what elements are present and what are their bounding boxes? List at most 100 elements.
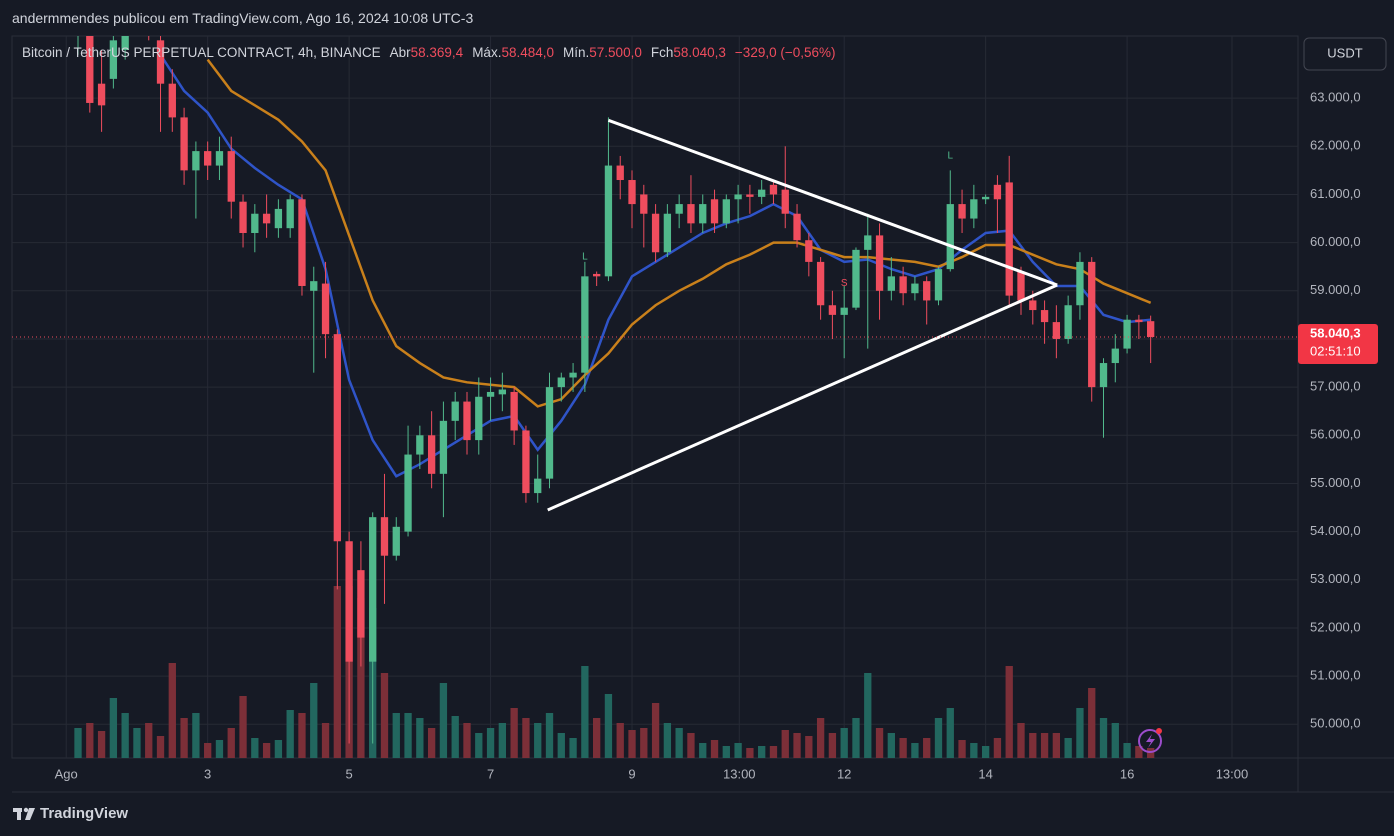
candle-body bbox=[286, 199, 294, 229]
y-tick-label: 57.000,0 bbox=[1310, 379, 1361, 394]
candle-body bbox=[569, 372, 577, 378]
volume-bar bbox=[734, 743, 742, 758]
candle-body bbox=[887, 276, 895, 291]
volume-bar bbox=[816, 718, 825, 758]
volume-bar bbox=[74, 728, 82, 758]
volume-bar bbox=[1064, 738, 1072, 758]
candle-body bbox=[262, 213, 271, 224]
x-tick-label: 14 bbox=[978, 766, 992, 781]
candle-body bbox=[97, 83, 106, 106]
candle-body bbox=[486, 391, 495, 397]
volume-bar bbox=[875, 728, 884, 758]
y-tick-label: 63.000,0 bbox=[1310, 90, 1361, 105]
volume-bar bbox=[274, 740, 283, 758]
volume-bar bbox=[156, 736, 165, 758]
y-tick-label: 51.000,0 bbox=[1310, 668, 1361, 683]
volume-bar bbox=[121, 713, 129, 758]
candle-body bbox=[1088, 261, 1096, 388]
volume-bar bbox=[486, 728, 495, 758]
volume-bar bbox=[793, 733, 801, 758]
volume-bar bbox=[357, 598, 365, 758]
symbol: Bitcoin / TetherUS PERPETUAL CONTRACT, 4… bbox=[22, 45, 381, 60]
volume-bar bbox=[380, 673, 389, 758]
x-tick-label: 13:00 bbox=[1216, 766, 1249, 781]
volume-bar bbox=[864, 673, 872, 758]
countdown-label: 02:51:10 bbox=[1310, 343, 1361, 358]
candle-body bbox=[1147, 321, 1155, 338]
candle-body bbox=[793, 213, 801, 241]
volume-bar bbox=[333, 586, 341, 758]
candle-body bbox=[369, 517, 377, 662]
volume-bar bbox=[1099, 718, 1108, 758]
candle-body bbox=[687, 204, 695, 224]
candle-body bbox=[416, 435, 424, 455]
y-tick-label: 59.000,0 bbox=[1310, 282, 1361, 297]
volume-bar bbox=[993, 738, 1002, 758]
candle-body bbox=[1029, 300, 1037, 311]
candle-body bbox=[545, 387, 554, 479]
candle-body bbox=[581, 276, 589, 373]
candle-body bbox=[298, 199, 306, 286]
volume-bar bbox=[1029, 733, 1037, 758]
signal-label: L bbox=[582, 252, 588, 263]
candle-body bbox=[911, 283, 919, 294]
volume-bar bbox=[298, 713, 306, 758]
volume-bar bbox=[946, 708, 954, 758]
volume-bar bbox=[427, 728, 436, 758]
x-tick-label: 16 bbox=[1120, 766, 1134, 781]
volume-bar bbox=[923, 738, 931, 758]
currency-label[interactable]: USDT bbox=[1327, 45, 1362, 60]
volume-bar bbox=[416, 718, 424, 758]
volume-bar bbox=[805, 736, 813, 758]
volume-bar bbox=[1005, 666, 1013, 758]
candle-body bbox=[1123, 319, 1131, 349]
volume-bar bbox=[1076, 708, 1084, 758]
legend-label: Máx. bbox=[472, 45, 502, 60]
candle-body bbox=[781, 189, 789, 214]
candle-body bbox=[510, 391, 518, 431]
candle-body bbox=[604, 165, 613, 277]
volume-bar bbox=[722, 746, 730, 758]
volume-bar bbox=[262, 743, 271, 758]
candle-body bbox=[227, 151, 235, 202]
candle-body bbox=[451, 401, 459, 421]
candle-body bbox=[663, 213, 672, 253]
candle-body bbox=[722, 199, 730, 224]
trendline-layer: L S L bbox=[547, 118, 1058, 512]
volume-bar bbox=[192, 713, 200, 758]
volume-bar bbox=[227, 728, 235, 758]
currency-button[interactable] bbox=[1303, 37, 1387, 71]
y-tick-label: 53.000,0 bbox=[1310, 571, 1361, 586]
volume-bar bbox=[911, 743, 919, 758]
candle-body bbox=[534, 478, 542, 494]
candle-body bbox=[310, 281, 318, 291]
candle-body bbox=[357, 570, 365, 638]
legend-value: 57.500,0 bbox=[589, 45, 642, 60]
volume-bar bbox=[310, 683, 318, 758]
y-tick-label: 50.000,0 bbox=[1310, 716, 1361, 731]
candle-body bbox=[251, 213, 259, 233]
volume-bar bbox=[581, 666, 589, 758]
candle-body bbox=[380, 517, 389, 556]
candle-body bbox=[852, 249, 860, 308]
candle-body bbox=[640, 194, 648, 214]
y-tick-label: 55.000,0 bbox=[1310, 475, 1361, 490]
y-tick-label: 54.000,0 bbox=[1310, 523, 1361, 538]
candle-body bbox=[463, 401, 471, 441]
candle-body bbox=[321, 283, 330, 335]
last-price-box bbox=[1298, 324, 1378, 365]
legend-label: Abr bbox=[389, 45, 411, 60]
candle-body bbox=[1064, 305, 1072, 339]
volume-bar bbox=[545, 713, 554, 758]
volume-bar bbox=[981, 746, 990, 758]
alert-icon[interactable] bbox=[1138, 728, 1162, 753]
candle-body bbox=[651, 213, 660, 253]
volume-bar bbox=[1147, 748, 1155, 758]
candle-body bbox=[156, 40, 165, 84]
volume-bar bbox=[604, 694, 613, 758]
moving-average bbox=[206, 58, 1152, 408]
candle-body bbox=[180, 117, 188, 171]
candle-body bbox=[121, 36, 129, 50]
candle-body bbox=[864, 235, 872, 250]
